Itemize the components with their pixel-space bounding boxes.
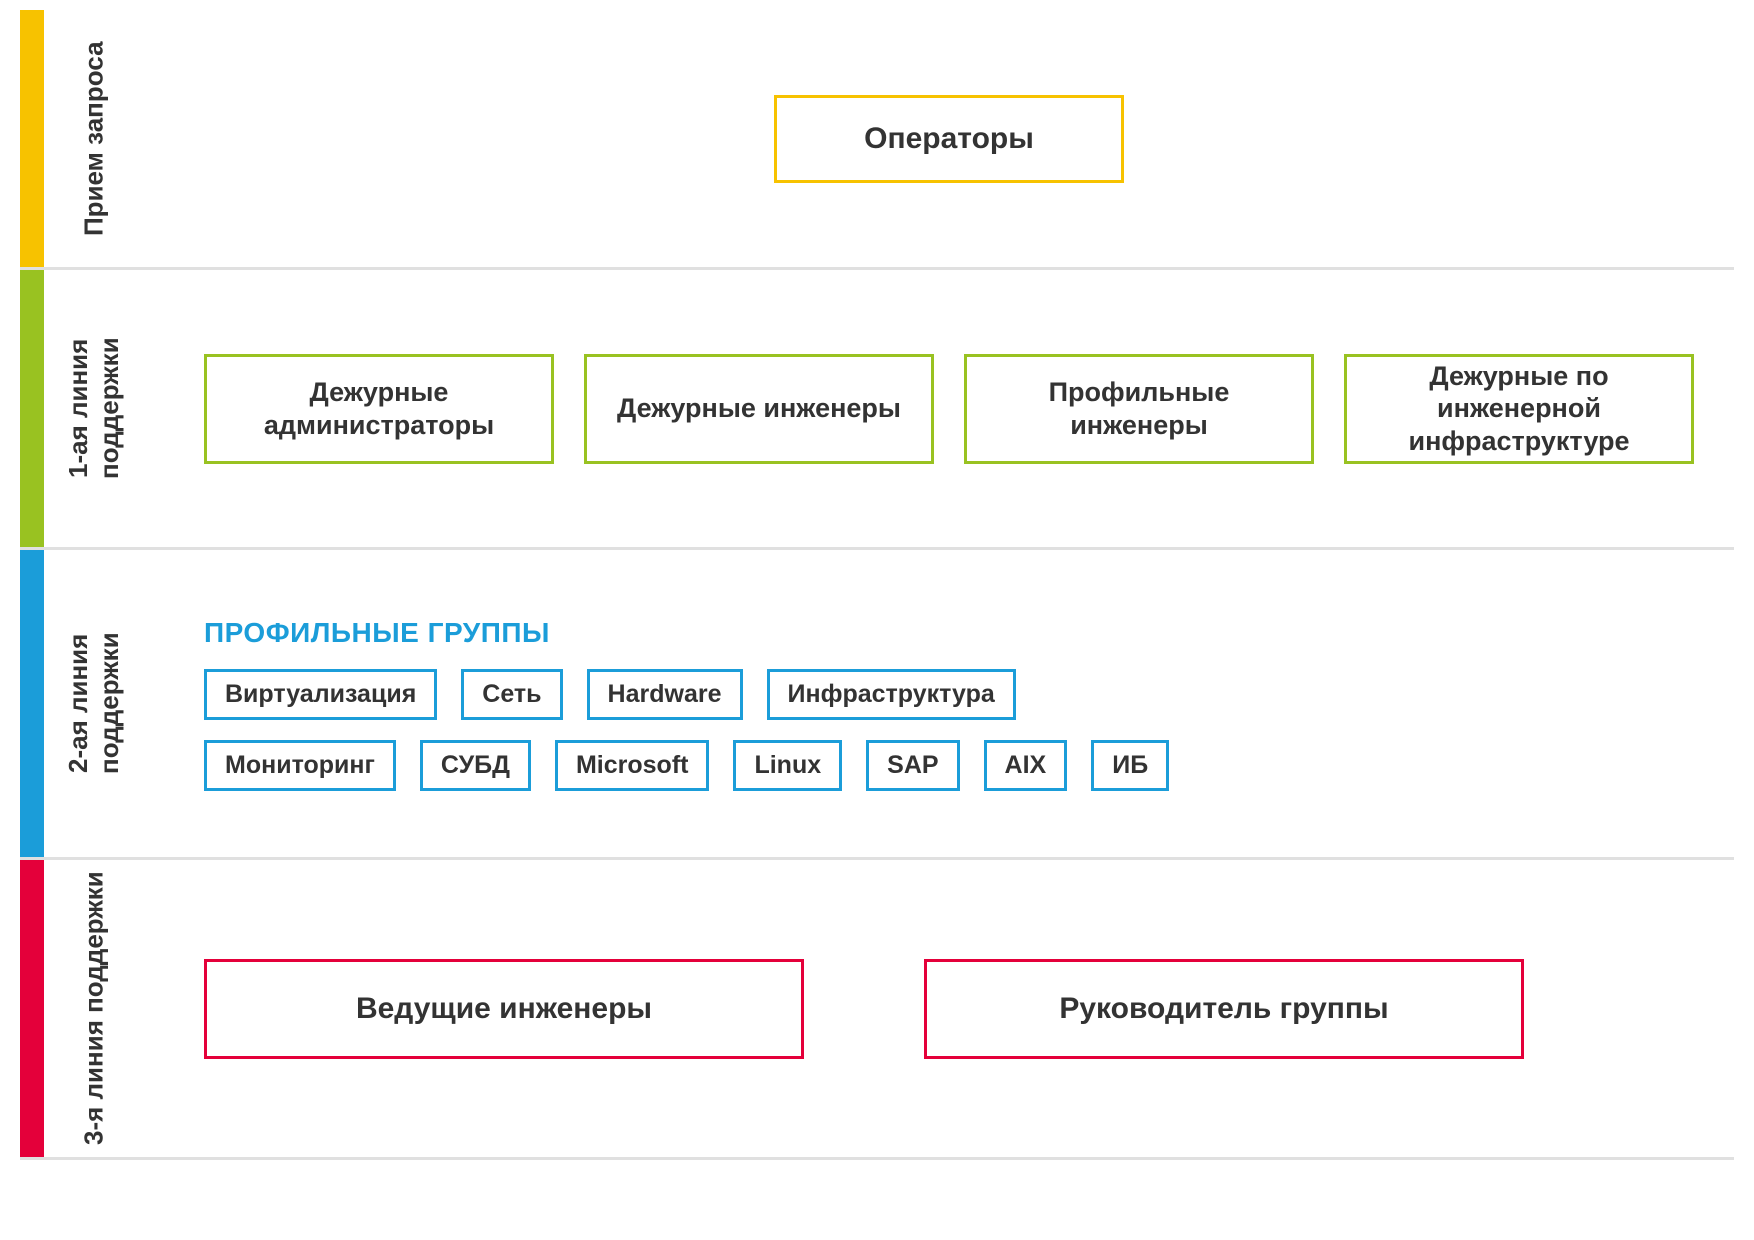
box-operators: Операторы: [774, 95, 1124, 183]
tier-label: 1-ая линия поддержки: [44, 270, 144, 547]
chip-hardware: Hardware: [587, 669, 743, 720]
chip-sap: SAP: [866, 740, 959, 791]
box-profile-engineers: Профильные инженеры: [964, 354, 1314, 464]
box-lead-engineers: Ведущие инженеры: [204, 959, 804, 1059]
tier-content: Операторы: [144, 10, 1734, 267]
tier-color-bar: [20, 550, 44, 857]
chip-row-1: Виртуализация Сеть Hardware Инфраструкту…: [204, 669, 1016, 720]
chip-infosec: ИБ: [1091, 740, 1169, 791]
tier-request-intake: Прием запроса Операторы: [20, 10, 1734, 270]
tier-label: Прием запроса: [44, 10, 144, 267]
tier-content: ПРОФИЛЬНЫЕ ГРУППЫ Виртуализация Сеть Har…: [144, 550, 1734, 857]
chip-monitoring: Мониторинг: [204, 740, 396, 791]
tier-label: 2-ая линия поддержки: [44, 550, 144, 857]
tier-line-2: 2-ая линия поддержки ПРОФИЛЬНЫЕ ГРУППЫ В…: [20, 550, 1734, 860]
box-group-lead: Руководитель группы: [924, 959, 1524, 1059]
tier-content: Ведущие инженеры Руководитель группы: [144, 860, 1734, 1157]
chip-network: Сеть: [461, 669, 562, 720]
chip-linux: Linux: [733, 740, 842, 791]
tier-color-bar: [20, 270, 44, 547]
chip-infrastructure: Инфраструктура: [767, 669, 1016, 720]
chip-microsoft: Microsoft: [555, 740, 710, 791]
tier-line-3: 3-я линия поддержки Ведущие инженеры Рук…: [20, 860, 1734, 1160]
tier-label: 3-я линия поддержки: [44, 860, 144, 1157]
chip-virtualization: Виртуализация: [204, 669, 437, 720]
section-title-profile-groups: ПРОФИЛЬНЫЕ ГРУППЫ: [204, 617, 550, 649]
tier-content: Дежурные администраторы Дежурные инженер…: [144, 270, 1734, 547]
chip-dbms: СУБД: [420, 740, 531, 791]
chip-row-2: Мониторинг СУБД Microsoft Linux SAP AIX …: [204, 740, 1169, 791]
box-infra-duty: Дежурные по инженерной инфраструктуре: [1344, 354, 1694, 464]
box-duty-admins: Дежурные администраторы: [204, 354, 554, 464]
tier-color-bar: [20, 10, 44, 267]
chip-aix: AIX: [984, 740, 1068, 791]
tier-line-1: 1-ая линия поддержки Дежурные администра…: [20, 270, 1734, 550]
tier-color-bar: [20, 860, 44, 1157]
box-duty-engineers: Дежурные инженеры: [584, 354, 934, 464]
